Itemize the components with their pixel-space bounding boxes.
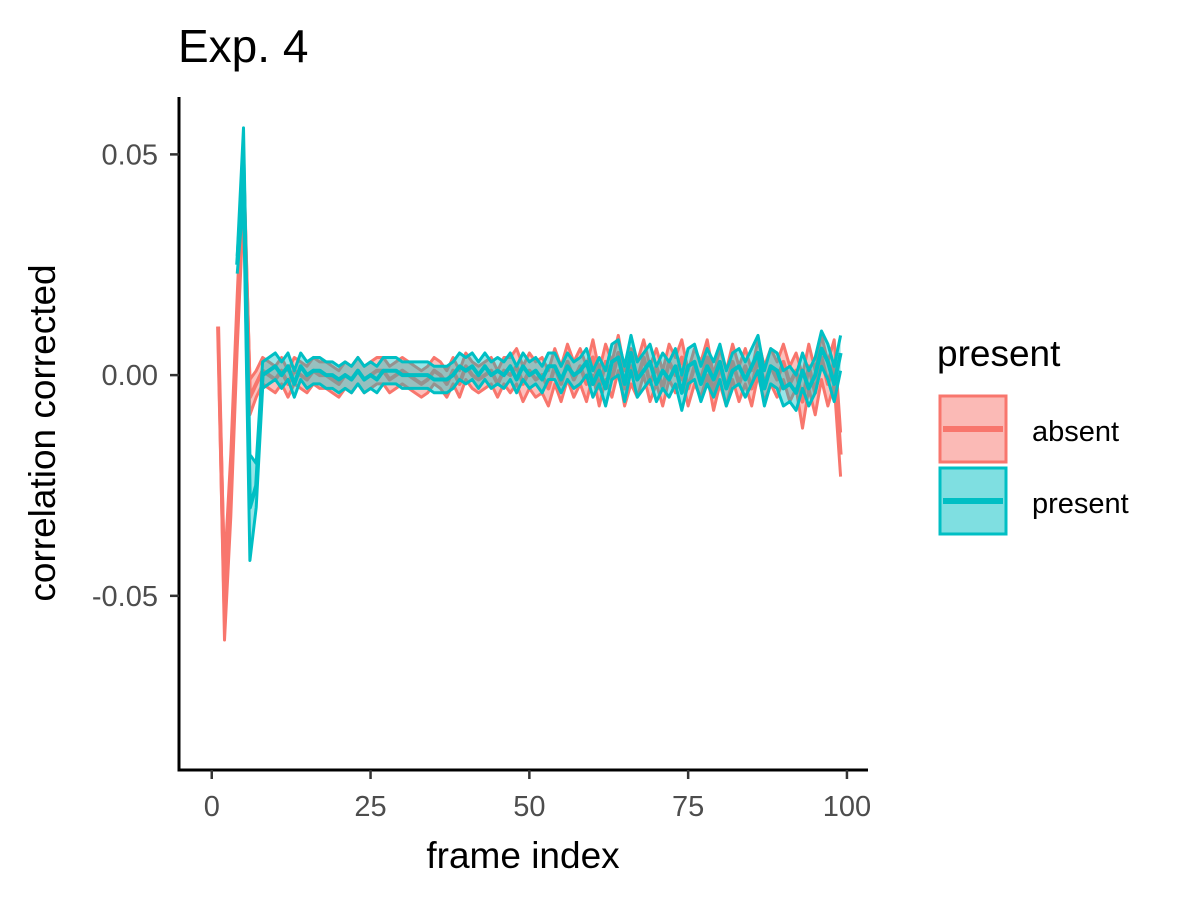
legend: present absent present — [937, 333, 1129, 536]
lower-bound-absent — [216, 205, 843, 642]
legend-key-absent — [938, 394, 1008, 464]
mean-line-present — [235, 161, 843, 510]
legend-title: present — [937, 333, 1061, 374]
ribbon-absent — [218, 154, 841, 640]
x-tick-label: 50 — [513, 791, 545, 823]
upper-bound-present — [235, 126, 843, 465]
plot-area — [216, 126, 843, 642]
y-ticks: 0.05 0.00 -0.05 — [92, 139, 179, 613]
series-present — [235, 126, 843, 562]
lower-bound-present — [235, 197, 843, 562]
y-axis-title: correlation corrected — [22, 264, 63, 601]
legend-key-present — [938, 466, 1008, 536]
y-tick-label: 0.05 — [102, 139, 158, 171]
y-tick-label: 0.00 — [102, 360, 158, 392]
x-ticks: 0 25 50 75 100 — [204, 770, 871, 823]
series-absent — [216, 152, 843, 642]
x-tick-label: 100 — [823, 791, 871, 823]
mean-line-absent — [216, 174, 843, 607]
upper-bound-absent — [216, 152, 843, 571]
ribbon-present — [237, 127, 841, 561]
legend-label-present: present — [1032, 488, 1129, 520]
y-tick-label: -0.05 — [92, 581, 158, 613]
x-tick-label: 0 — [204, 791, 220, 823]
x-axis-title: frame index — [426, 835, 620, 876]
x-tick-label: 25 — [354, 791, 386, 823]
chart-title: Exp. 4 — [178, 20, 308, 72]
x-tick-label: 75 — [672, 791, 704, 823]
legend-label-absent: absent — [1032, 416, 1119, 448]
